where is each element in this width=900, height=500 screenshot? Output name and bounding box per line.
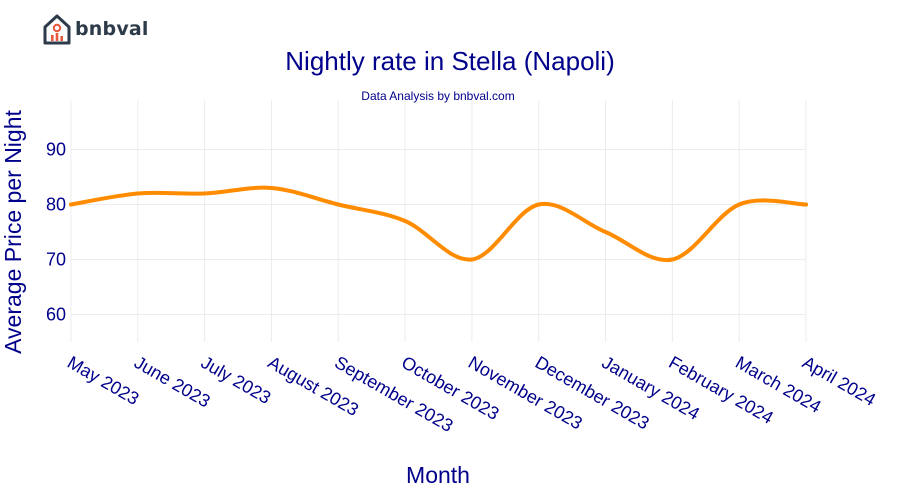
- y-axis-title: Average Price per Night: [0, 110, 26, 354]
- x-tick-label: June 2023: [131, 352, 214, 411]
- data-point: [202, 191, 207, 196]
- x-tick-label: November 2023: [465, 352, 586, 433]
- x-tick-label: September 2023: [331, 352, 456, 436]
- data-point: [269, 186, 274, 190]
- y-tick-label: 70: [46, 250, 66, 270]
- y-tick-label: 80: [46, 195, 66, 215]
- grid: [70, 100, 807, 342]
- y-tick-label: 90: [46, 140, 66, 160]
- x-tick-label: May 2023: [64, 352, 142, 409]
- data-point: [737, 202, 742, 207]
- data-point: [670, 257, 675, 262]
- chart-subtitle: Data Analysis by bnbval.com: [361, 89, 514, 103]
- house-chart-icon: [43, 14, 71, 45]
- y-axis: 60 70 80 90: [46, 140, 66, 325]
- data-point: [603, 230, 608, 234]
- x-tick-label: December 2023: [532, 352, 653, 433]
- y-tick-label: 60: [46, 305, 66, 325]
- data-point: [135, 191, 140, 196]
- brand-logo: bnbval: [42, 13, 149, 45]
- series-layer: [69, 185, 808, 263]
- data-point: [536, 202, 541, 207]
- x-axis-title: Month: [406, 462, 470, 488]
- data-point: [336, 202, 341, 207]
- series-line: [69, 185, 808, 263]
- data-point: [804, 202, 808, 207]
- data-point: [69, 202, 73, 207]
- chart-title: Nightly rate in Stella (Napoli): [285, 46, 614, 76]
- brand-name: bnbval: [75, 18, 149, 40]
- data-point: [469, 257, 474, 262]
- data-point: [403, 219, 408, 223]
